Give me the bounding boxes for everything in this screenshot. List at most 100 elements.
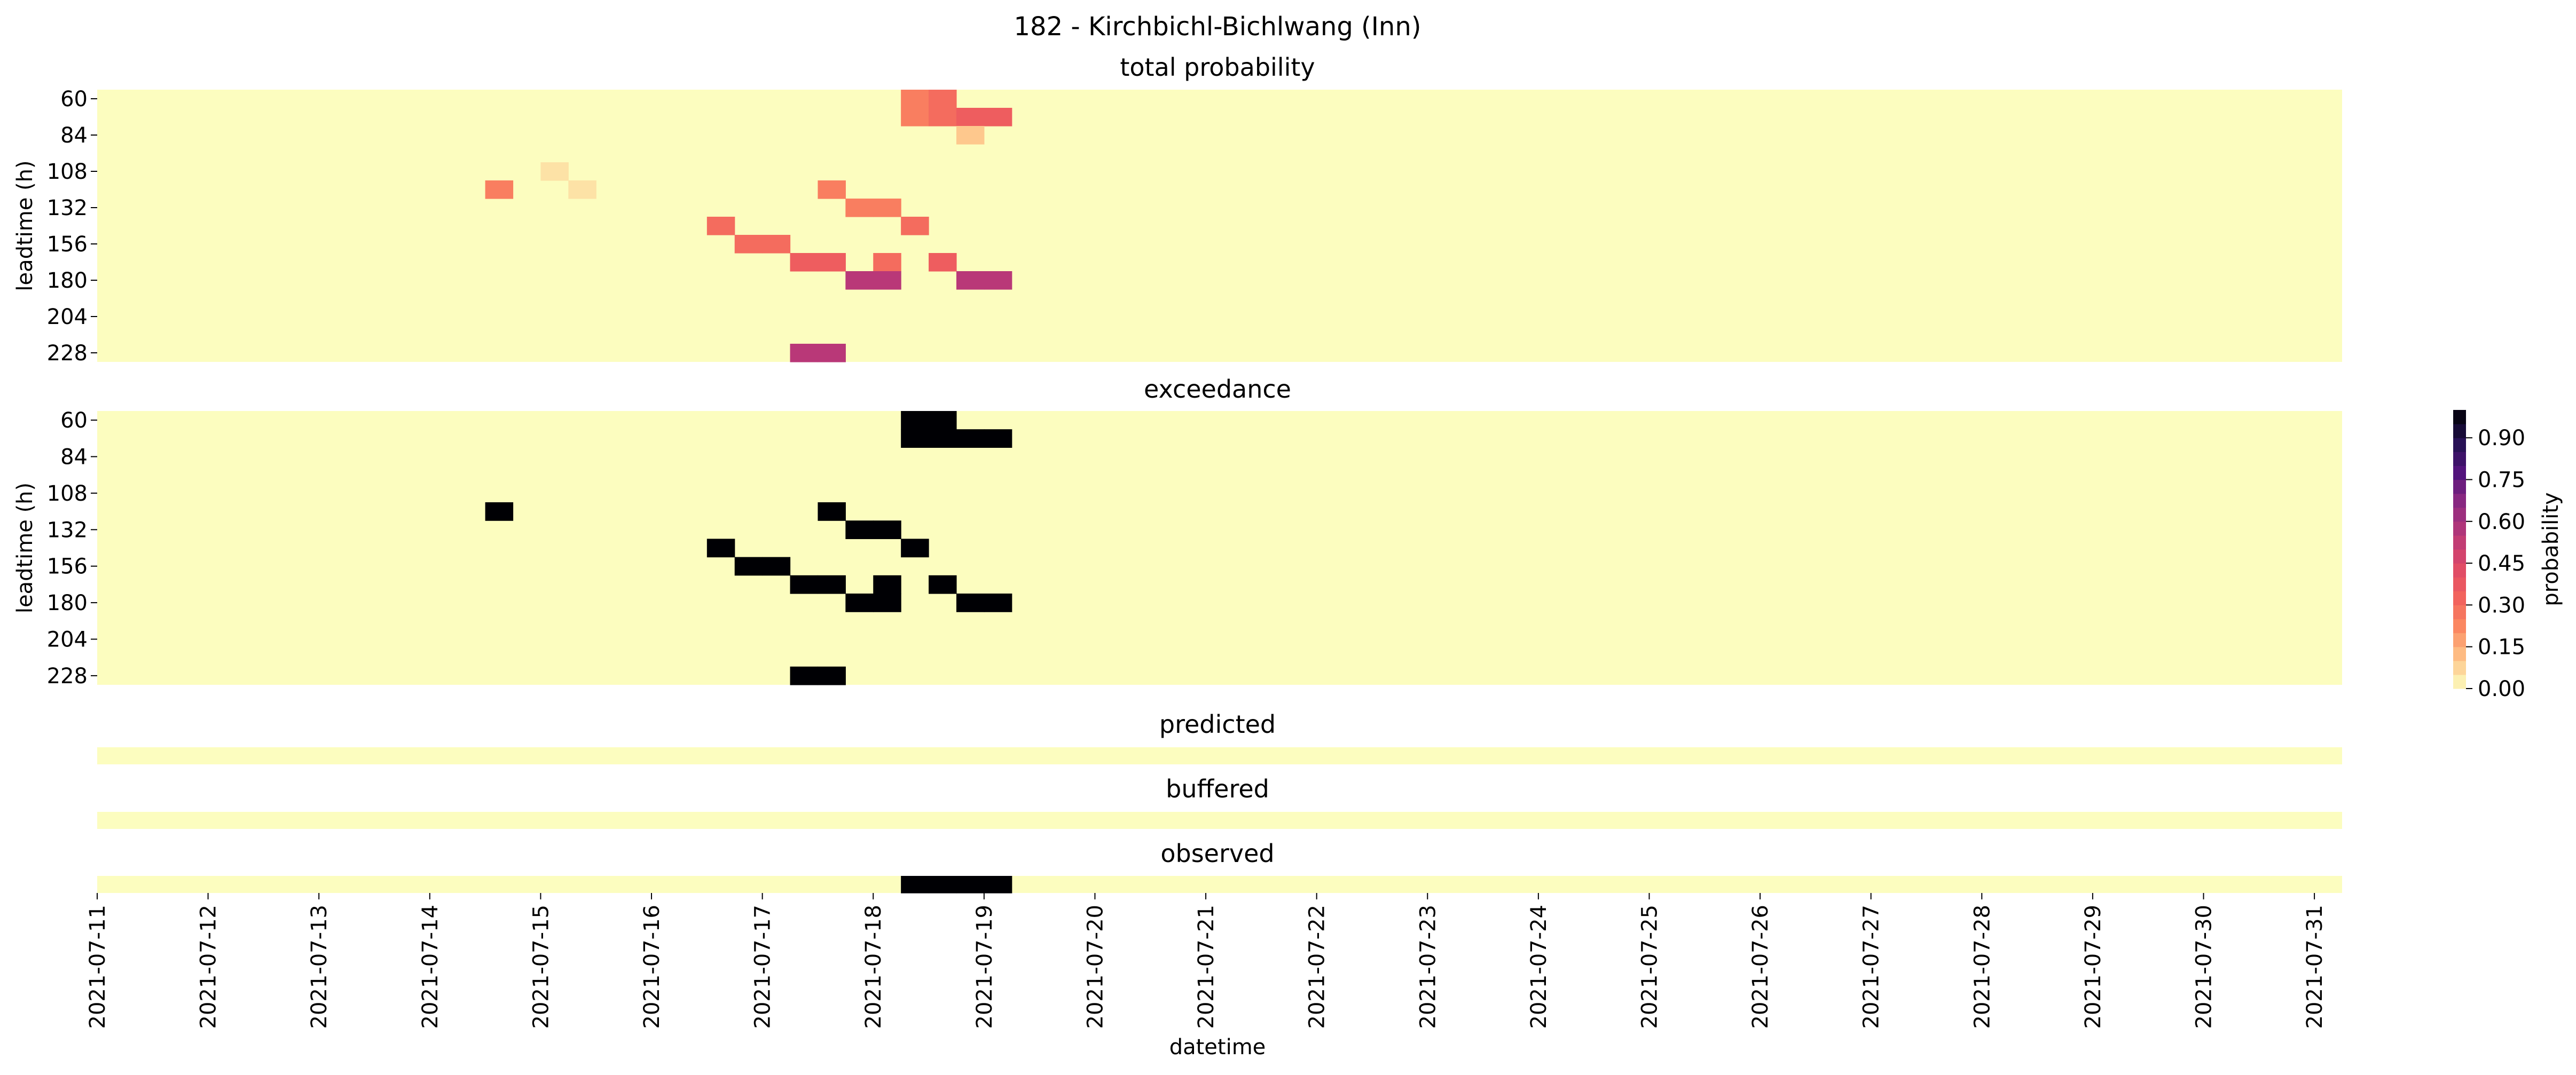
total-probability-panel-title: total probability	[1120, 53, 1315, 82]
total-probability-cell	[984, 271, 1012, 290]
exceedance-cell	[818, 575, 846, 594]
exceedance-cell	[956, 594, 985, 612]
colorbar-tick-label: 0.75	[2478, 468, 2525, 493]
exceedance-cell	[845, 520, 874, 539]
colorbar-segment	[2453, 605, 2466, 620]
observed-panel-title: observed	[1160, 839, 1274, 868]
total-probability-cell	[901, 90, 929, 108]
total-probability-panel-background	[97, 90, 2342, 362]
colorbar-segment	[2453, 619, 2466, 634]
x-tick-label: 2021-07-24	[1527, 905, 1551, 1029]
total-probability-cell	[845, 199, 874, 217]
total-probability-cell	[790, 344, 819, 362]
y-tick-label: 180	[47, 591, 88, 615]
colorbar-tick-label: 0.90	[2478, 426, 2525, 450]
y-tick-label: 132	[47, 196, 88, 220]
colorbar-segment	[2453, 660, 2466, 675]
total-probability-cell	[568, 180, 596, 199]
x-tick-label: 2021-07-15	[529, 905, 553, 1029]
x-tick-label: 2021-07-21	[1194, 905, 1219, 1029]
total-probability-cell	[956, 271, 985, 290]
total-probability-cell	[734, 235, 763, 254]
colorbar-segment	[2453, 465, 2466, 480]
y-tick-label: 108	[47, 481, 88, 506]
total-probability-cell	[818, 344, 846, 362]
total-probability-cell	[540, 162, 569, 181]
exceedance-cell	[984, 429, 1012, 448]
x-tick-label: 2021-07-31	[2303, 905, 2327, 1029]
panel-titles: total probability exceedance predicted buff…	[1120, 53, 1315, 868]
y-tick-label: 156	[47, 232, 88, 257]
colorbar-tick-label: 0.30	[2478, 593, 2525, 618]
total-probability-cell	[818, 253, 846, 272]
y-tick-label: 84	[60, 445, 88, 470]
exceedance-cell	[762, 557, 791, 576]
buffered-panel-title: buffered	[1166, 774, 1269, 803]
colorbar-segment	[2453, 410, 2466, 424]
observed-cell	[984, 876, 1012, 894]
total-probability-cell	[901, 108, 929, 127]
y-tick-label: 60	[60, 408, 88, 433]
x-tick-label: 2021-07-18	[861, 905, 886, 1029]
exceedance-cell	[873, 594, 901, 612]
total-probability-cell	[790, 253, 819, 272]
exceedance-cell	[929, 411, 957, 430]
colorbar-segment	[2453, 633, 2466, 647]
y-tick-label: 156	[47, 555, 88, 579]
total-probability-cell	[706, 217, 735, 235]
total-probability-cell	[984, 108, 1012, 127]
x-axis-label: datetime	[1169, 1035, 1266, 1060]
exceedance-cell	[845, 594, 874, 612]
exceedance-cell	[873, 575, 901, 594]
exceedance-cell	[818, 502, 846, 521]
colorbar-segment	[2453, 563, 2466, 578]
x-tick-label: 2021-07-22	[1305, 905, 1330, 1029]
colorbar-tick-label: 0.15	[2478, 635, 2525, 660]
colorbar-segment	[2453, 493, 2466, 508]
colorbar-segment	[2453, 674, 2466, 689]
x-axis: 2021-07-11 2021-07-12 2021-07-13 2021-07-14…	[85, 893, 2327, 1029]
exceedance-cell	[706, 539, 735, 558]
observed-cell	[956, 876, 985, 894]
x-tick-label: 2021-07-25	[1637, 905, 1662, 1029]
colorbar-segment	[2453, 424, 2466, 438]
colorbar-segment	[2453, 521, 2466, 536]
exceedance-panel-background	[97, 411, 2342, 685]
y-axis-label: leadtime (h)	[13, 160, 37, 291]
y-tick-label: 60	[60, 87, 88, 112]
y-axes: 60 84 108 132 156 180 204 228 leadtime (h) 60 84 10…	[13, 87, 97, 689]
exceedance-cell	[984, 594, 1012, 612]
colorbar-segment	[2453, 577, 2466, 591]
x-tick-label: 2021-07-12	[197, 905, 221, 1029]
x-tick-label: 2021-07-23	[1416, 905, 1440, 1029]
heatmap-cells	[97, 90, 2342, 894]
total-probability-cell	[818, 180, 846, 199]
total-probability-cell	[901, 217, 929, 235]
exceedance-cell	[929, 575, 957, 594]
colorbar-tick-label: 0.60	[2478, 510, 2525, 534]
exceedance-cell	[790, 575, 819, 594]
y-axis-label: leadtime (h)	[13, 483, 37, 613]
total-probability-cell	[873, 253, 901, 272]
exceedance-panel-title: exceedance	[1144, 375, 1291, 404]
colorbar-segment	[2453, 479, 2466, 494]
x-tick-label: 2021-07-16	[640, 905, 664, 1029]
observed-panel-background	[97, 876, 2342, 893]
total-probability-cell	[929, 253, 957, 272]
colorbar-segment	[2453, 549, 2466, 564]
exceedance-cell	[956, 429, 985, 448]
exceedance-cell	[485, 502, 514, 521]
x-tick-label: 2021-07-26	[1748, 905, 1773, 1029]
colorbar-segment	[2453, 438, 2466, 452]
total-probability-cell	[929, 108, 957, 127]
x-tick-label: 2021-07-11	[85, 905, 110, 1029]
colorbar-tick-label: 0.00	[2478, 677, 2525, 701]
exceedance-cell	[818, 666, 846, 685]
buffered-panel-background	[97, 812, 2342, 829]
exceedance-cell	[929, 429, 957, 448]
exceedance-cell	[790, 666, 819, 685]
x-tick-label: 2021-07-20	[1083, 905, 1108, 1029]
y-tick-label: 204	[47, 628, 88, 652]
total-probability-cell	[485, 180, 514, 199]
